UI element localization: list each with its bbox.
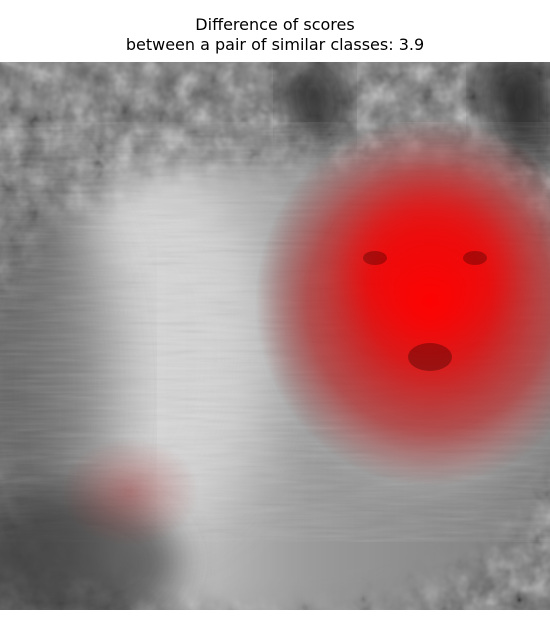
- dog-face: [363, 251, 487, 371]
- dog-photo-with-heatmap: [0, 62, 550, 610]
- heatmap-overlay: [255, 117, 550, 487]
- saliency-image: [0, 62, 550, 610]
- heatmap-secondary: [60, 437, 200, 547]
- figure-title-line-2: between a pair of similar classes: 3.9: [125, 35, 425, 54]
- figure-title: Difference of scores between a pair of s…: [0, 15, 550, 55]
- figure-title-line-1: Difference of scores: [195, 15, 355, 34]
